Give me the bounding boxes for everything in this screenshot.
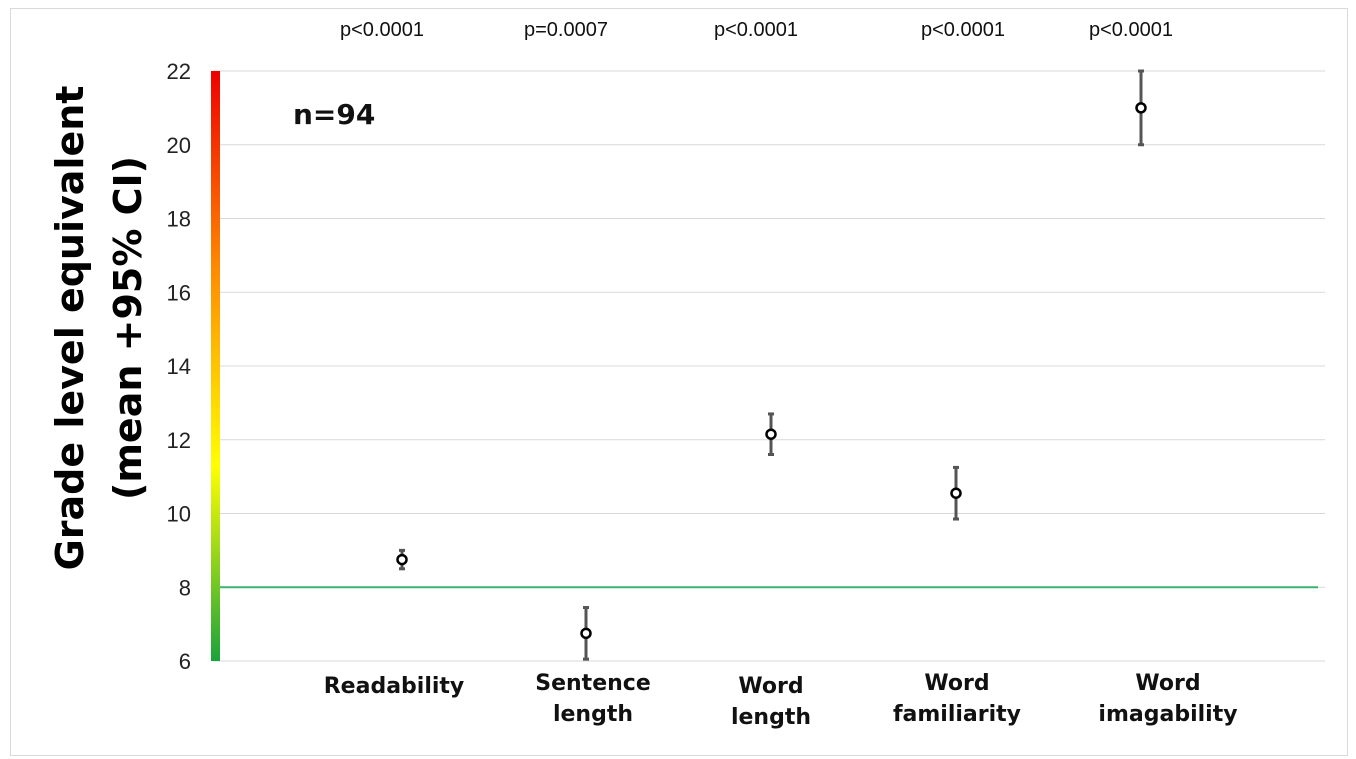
category-label: Word (924, 671, 989, 696)
p-value-label: p<0.0001 (921, 19, 1005, 41)
category-label: length (553, 702, 633, 727)
y-axis-label: Grade level equivalent (mean +95% CI) (48, 86, 150, 571)
sample-size-annotation: n=94 (293, 98, 375, 131)
category-label: imagability (1098, 702, 1237, 727)
p-value-label: p<0.0001 (714, 19, 798, 41)
category-label: Readability (324, 674, 465, 699)
point-4 (1135, 69, 1147, 147)
mean-marker (1135, 102, 1147, 114)
y-tick-label: 20 (167, 133, 191, 158)
category-label: familiarity (893, 702, 1021, 727)
y-axis-label-line: (mean +95% CI) (106, 156, 150, 500)
point-3 (950, 465, 962, 521)
data-points (396, 69, 1147, 661)
category-label: Word (1135, 671, 1200, 696)
y-tick-label: 10 (167, 502, 191, 527)
category-label: length (731, 705, 811, 730)
y-tick-label: 6 (179, 649, 191, 674)
mean-marker (950, 487, 962, 499)
gridlines (213, 70, 1325, 662)
y-tick-labels: 6 8 10 12 14 16 18 20 22 (167, 59, 191, 674)
category-labels: Readability Sentence length Word length Word f… (324, 671, 1238, 730)
p-value-label: p<0.0001 (1089, 19, 1173, 41)
y-tick-label: 16 (167, 280, 191, 305)
chart-frame (10, 8, 1348, 756)
p-value-labels: p<0.0001 p=0.0007 p<0.0001 p<0.0001 p<0.0001 (340, 19, 1173, 41)
p-value-label: p<0.0001 (340, 19, 424, 41)
y-tick-label: 12 (167, 428, 191, 453)
y-tick-label: 22 (167, 59, 191, 84)
y-axis-label-line: Grade level equivalent (48, 86, 92, 571)
point-2 (765, 412, 777, 456)
grade-color-scale-bar (211, 71, 220, 661)
p-value-label: p=0.0007 (524, 19, 608, 41)
y-tick-label: 8 (179, 575, 191, 600)
y-tick-label: 18 (167, 207, 191, 232)
point-1 (580, 606, 592, 661)
mean-marker (580, 627, 592, 640)
category-label: Sentence (535, 671, 651, 696)
point-0 (396, 548, 408, 571)
mean-marker (765, 428, 777, 440)
y-tick-label: 14 (167, 354, 191, 379)
mean-marker (396, 553, 408, 566)
category-label: Word (738, 674, 803, 699)
